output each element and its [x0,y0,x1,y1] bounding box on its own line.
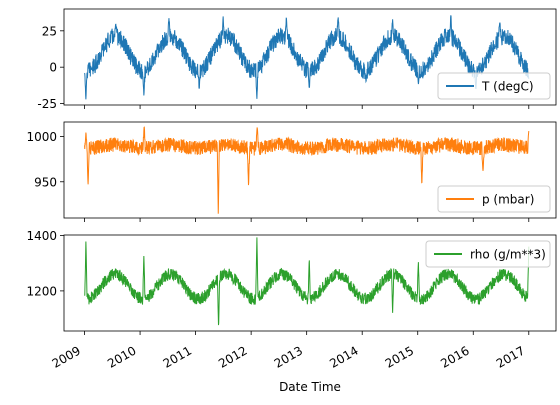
legend-label-2: p (mbar) [482,193,534,207]
series-line-1 [84,15,530,100]
legend-3: rho (g/m**3) [425,240,551,268]
legend-1: T (degC) [437,72,551,100]
y-tick-label-3-2: 1400 [26,229,57,243]
y-tick-label-2-2: 1000 [26,130,57,144]
legend-box-2 [437,185,551,213]
y-tick-label-3-1: 1200 [26,284,57,298]
panel-1: -25 0 25 T (degC) [37,8,557,111]
legend-2: p (mbar) [437,185,551,213]
y-tick-label-1-2: 0 [49,61,57,75]
panel-2: 950 1000 p (mbar) [26,121,557,222]
axes-frame-1 [63,8,557,106]
y-tick-label-2-1: 950 [34,175,57,189]
y-tick-label-1-3: 25 [42,24,57,38]
y-tick-label-1-1: -25 [37,97,57,111]
axes-frame-2 [63,121,557,219]
legend-box-3 [425,240,551,268]
panel-3: 1200 1400 rho (g/m**3) [26,229,557,335]
x-axis-title: Date Time [279,380,341,394]
panels: -25 0 25 T (degC) 950 1000 p (mbar) 1200 1400 rho… [26,8,557,335]
legend-label-3: rho (g/m**3) [470,248,546,262]
legend-box-1 [437,72,551,100]
series-line-3 [84,237,530,326]
legend-label-1: T (degC) [481,80,534,94]
series-line-2 [84,126,530,214]
axes-frame-3 [63,234,557,332]
